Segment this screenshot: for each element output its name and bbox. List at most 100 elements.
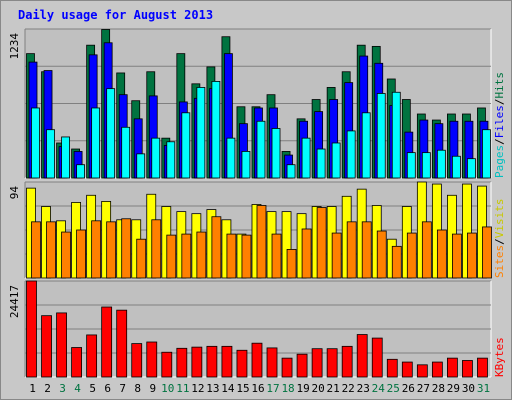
x-tick-label-day-28: 28 <box>432 382 445 395</box>
bar-sites-day-4 <box>76 229 86 279</box>
bar-sites-day-5 <box>91 220 102 279</box>
bar-pages-day-16 <box>256 120 266 179</box>
bar-kbytes-day-14 <box>221 345 233 378</box>
bar-sites-day-6 <box>106 221 117 279</box>
bar-pages-day-19 <box>301 137 311 179</box>
bar-sites-day-29 <box>452 233 462 279</box>
bar-kbytes-day-5 <box>86 334 98 378</box>
bar-kbytes-day-4 <box>71 347 82 378</box>
legend-item-visits: Visits <box>493 199 506 239</box>
bar-pages-day-8 <box>136 153 146 179</box>
bar-kbytes-day-27 <box>416 364 428 378</box>
x-tick-label-day-7: 7 <box>119 382 126 395</box>
ymax-label-middle: 94 <box>8 186 21 200</box>
bar-kbytes-day-6 <box>101 306 113 378</box>
legend-item-pages: Pages <box>493 145 506 178</box>
bar-visits-day-30 <box>462 183 472 279</box>
x-tick-label-day-9: 9 <box>149 382 156 395</box>
bar-pages-day-10 <box>166 141 176 179</box>
bar-sites-day-24 <box>376 230 387 279</box>
x-tick-label-day-29: 29 <box>447 382 460 395</box>
x-tick-label-day-10: 10 <box>161 382 174 395</box>
x-tick-label-day-14: 14 <box>221 382 235 395</box>
bar-kbytes-day-7 <box>116 309 128 378</box>
bar-pages-day-13 <box>211 81 221 179</box>
bar-sites-day-19 <box>301 228 312 279</box>
bar-pages-day-17 <box>271 128 281 179</box>
bar-kbytes-day-3 <box>56 312 67 378</box>
x-tick-label-day-16: 16 <box>251 382 264 395</box>
bar-pages-day-1 <box>31 107 40 179</box>
bar-kbytes-day-21 <box>326 348 338 378</box>
bar-sites-day-31 <box>482 226 492 279</box>
legend-top: Pages/Files/Hits <box>493 72 506 178</box>
bar-kbytes-day-1 <box>26 280 37 378</box>
bar-kbytes-day-2 <box>41 315 52 378</box>
legend-separator: / <box>493 138 506 145</box>
x-tick-label-day-6: 6 <box>104 382 111 395</box>
legend-item-files: Files <box>493 105 506 138</box>
x-tick-label-day-5: 5 <box>89 382 96 395</box>
x-tick-label-day-11: 11 <box>176 382 189 395</box>
bar-pages-day-15 <box>241 151 251 179</box>
bar-kbytes-day-10 <box>161 351 173 378</box>
legend-separator: / <box>493 99 506 106</box>
bar-sites-day-7 <box>121 218 132 279</box>
legend-bottom: KBytes <box>493 337 506 377</box>
bar-visits-day-18 <box>281 211 292 279</box>
bar-kbytes-day-19 <box>296 353 308 378</box>
bar-kbytes-day-22 <box>341 345 353 378</box>
bar-kbytes-day-15 <box>236 349 248 378</box>
legend-separator: / <box>493 238 506 245</box>
bar-kbytes-day-9 <box>146 341 158 378</box>
x-tick-label-day-21: 21 <box>327 382 340 395</box>
bar-sites-day-9 <box>151 219 162 279</box>
bar-pages-day-28 <box>436 149 446 179</box>
x-tick-label-day-15: 15 <box>236 382 249 395</box>
bar-sites-day-13 <box>211 216 222 279</box>
bar-kbytes-day-28 <box>431 361 443 378</box>
x-tick-label-day-1: 1 <box>29 382 36 395</box>
bar-pages-day-26 <box>406 152 416 179</box>
bar-sites-day-28 <box>436 229 447 279</box>
bar-pages-day-22 <box>346 130 356 179</box>
bar-pages-day-14 <box>226 137 236 179</box>
bar-sites-day-20 <box>316 207 327 279</box>
bar-pages-day-11 <box>181 112 191 179</box>
x-tick-label-day-12: 12 <box>191 382 204 395</box>
x-tick-label-day-25: 25 <box>387 382 400 395</box>
bar-sites-day-26 <box>406 232 417 279</box>
bar-kbytes-day-8 <box>131 343 143 378</box>
x-tick-label-day-22: 22 <box>342 382 355 395</box>
bar-pages-day-5 <box>91 107 101 179</box>
bar-pages-day-25 <box>391 91 401 179</box>
bar-pages-day-21 <box>331 142 341 179</box>
bar-pages-day-30 <box>467 158 476 179</box>
bar-pages-day-6 <box>106 88 116 179</box>
bar-pages-day-31 <box>482 129 491 179</box>
bar-pages-day-23 <box>361 112 371 179</box>
x-tick-label-day-27: 27 <box>417 382 430 395</box>
bar-pages-day-29 <box>452 155 461 179</box>
bar-pages-day-24 <box>376 93 386 179</box>
x-tick-label-day-19: 19 <box>296 382 309 395</box>
x-tick-label-day-17: 17 <box>266 382 279 395</box>
bar-sites-day-1 <box>31 221 41 279</box>
legend-item-sites: Sites <box>493 245 506 278</box>
bar-sites-day-30 <box>467 232 477 279</box>
bar-pages-day-12 <box>196 87 206 179</box>
bar-kbytes-day-18 <box>281 357 293 378</box>
bar-sites-day-17 <box>271 233 282 279</box>
bar-kbytes-day-26 <box>401 361 413 378</box>
bar-kbytes-day-13 <box>206 345 218 378</box>
bar-kbytes-day-31 <box>477 357 488 378</box>
bar-sites-day-21 <box>331 232 342 279</box>
bar-pages-day-20 <box>316 148 326 179</box>
bar-kbytes-day-16 <box>251 342 263 378</box>
bar-pages-day-27 <box>421 152 431 179</box>
bar-sites-day-14 <box>226 233 237 279</box>
bar-pages-day-9 <box>151 137 161 179</box>
bar-sites-day-27 <box>421 221 432 279</box>
x-tick-label-day-30: 30 <box>462 382 475 395</box>
x-tick-label-day-24: 24 <box>372 382 386 395</box>
